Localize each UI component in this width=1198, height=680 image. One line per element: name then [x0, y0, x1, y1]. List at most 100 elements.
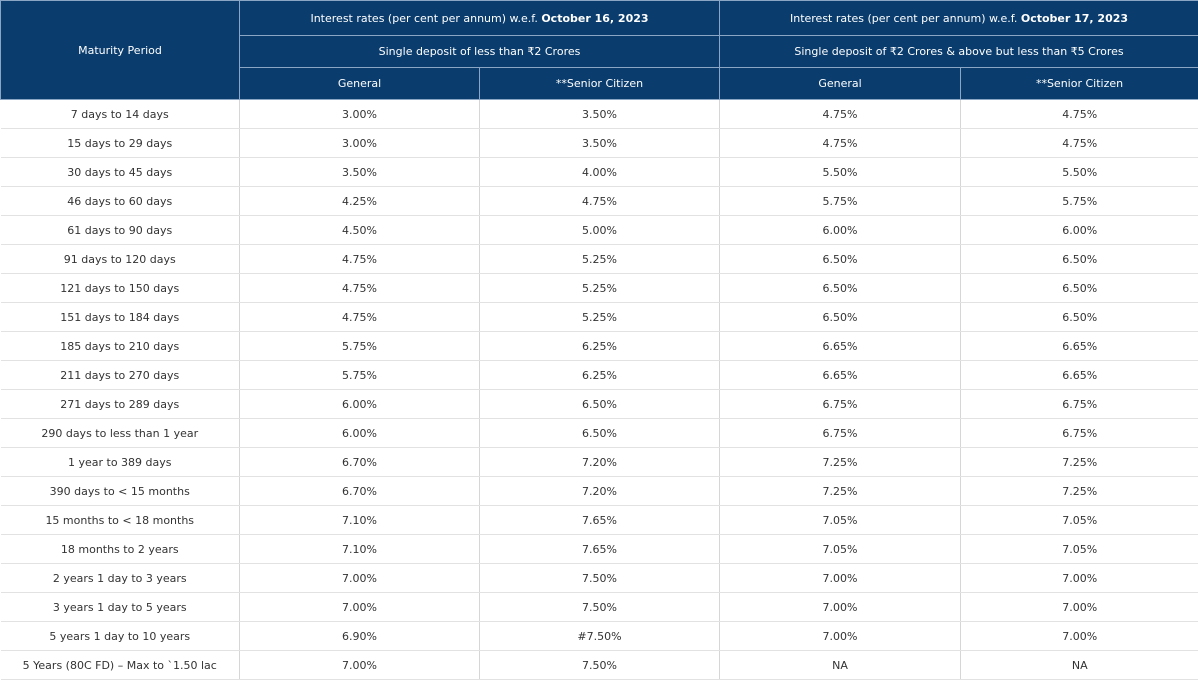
- general-rate-2-cell: 6.50%: [720, 245, 961, 274]
- maturity-period-cell: 185 days to 210 days: [1, 332, 240, 361]
- senior-rate-2-cell: 6.50%: [961, 303, 1198, 332]
- maturity-period-cell: 3 years 1 day to 5 years: [1, 593, 240, 622]
- general-rate-2-cell: 4.75%: [720, 129, 961, 158]
- maturity-period-cell: 121 days to 150 days: [1, 274, 240, 303]
- senior-rate-1-cell: 7.50%: [480, 651, 720, 680]
- senior-rate-1-cell: 4.00%: [480, 158, 720, 187]
- senior-rate-2-cell: 6.50%: [961, 245, 1198, 274]
- rate-group-2-prefix: Interest rates (per cent per annum) w.e.…: [790, 12, 1017, 25]
- maturity-period-cell: 7 days to 14 days: [1, 100, 240, 129]
- senior-rate-2-cell: 7.00%: [961, 593, 1198, 622]
- rate-group-2-subtitle: Single deposit of ₹2 Crores & above but …: [720, 36, 1198, 68]
- maturity-period-cell: 271 days to 289 days: [1, 390, 240, 419]
- general-rate-2-cell: 6.65%: [720, 361, 961, 390]
- general-rate-1-cell: 4.25%: [240, 187, 480, 216]
- maturity-period-cell: 15 months to < 18 months: [1, 506, 240, 535]
- senior-rate-1-cell: 5.25%: [480, 303, 720, 332]
- general-rate-1-cell: 7.10%: [240, 506, 480, 535]
- maturity-period-cell: 211 days to 270 days: [1, 361, 240, 390]
- rate-group-2-date: October 17, 2023: [1021, 12, 1128, 25]
- senior-rate-1-cell: 3.50%: [480, 129, 720, 158]
- rate-group-1-subtitle: Single deposit of less than ₹2 Crores: [240, 36, 720, 68]
- general-rate-1-cell: 7.00%: [240, 651, 480, 680]
- general-rate-2-cell: 4.75%: [720, 100, 961, 129]
- rate-group-1-prefix: Interest rates (per cent per annum) w.e.…: [310, 12, 537, 25]
- general-rate-1-cell: 5.75%: [240, 361, 480, 390]
- general-rate-2-cell: 7.05%: [720, 506, 961, 535]
- general-rate-2-cell: 7.05%: [720, 535, 961, 564]
- general-rate-1-cell: 7.00%: [240, 564, 480, 593]
- senior-rate-1-cell: 7.50%: [480, 564, 720, 593]
- general-rate-2-cell: 7.00%: [720, 593, 961, 622]
- maturity-period-cell: 290 days to less than 1 year: [1, 419, 240, 448]
- senior-rate-2-cell: 5.75%: [961, 187, 1198, 216]
- senior-rate-1-cell: 6.50%: [480, 419, 720, 448]
- general-rate-1-cell: 6.70%: [240, 477, 480, 506]
- rate-group-1-header: Interest rates (per cent per annum) w.e.…: [240, 1, 720, 36]
- senior-rate-1-cell: 5.25%: [480, 274, 720, 303]
- general-rate-1-cell: 4.50%: [240, 216, 480, 245]
- general-rate-2-cell: 7.25%: [720, 448, 961, 477]
- general-rate-1-cell: 7.10%: [240, 535, 480, 564]
- senior-rate-2-cell: 5.50%: [961, 158, 1198, 187]
- general-rate-2-cell: 6.50%: [720, 274, 961, 303]
- maturity-period-header: Maturity Period: [1, 1, 240, 100]
- senior-rate-1-cell: #7.50%: [480, 622, 720, 651]
- maturity-period-cell: 61 days to 90 days: [1, 216, 240, 245]
- general-rate-1-cell: 3.50%: [240, 158, 480, 187]
- general-rate-1-cell: 6.70%: [240, 448, 480, 477]
- maturity-period-cell: 5 years 1 day to 10 years: [1, 622, 240, 651]
- general-rate-1-cell: 4.75%: [240, 274, 480, 303]
- senior-rate-1-cell: 5.00%: [480, 216, 720, 245]
- general-header-1: General: [240, 68, 480, 100]
- general-rate-2-cell: 6.50%: [720, 303, 961, 332]
- maturity-period-cell: 151 days to 184 days: [1, 303, 240, 332]
- senior-rate-1-cell: 6.25%: [480, 361, 720, 390]
- general-rate-2-cell: 7.00%: [720, 622, 961, 651]
- general-rate-1-cell: 6.00%: [240, 390, 480, 419]
- senior-rate-1-cell: 6.25%: [480, 332, 720, 361]
- senior-rate-1-cell: 3.50%: [480, 100, 720, 129]
- rate-group-2-header: Interest rates (per cent per annum) w.e.…: [720, 1, 1198, 36]
- senior-rate-2-cell: 6.50%: [961, 274, 1198, 303]
- senior-rate-1-cell: 6.50%: [480, 390, 720, 419]
- maturity-period-cell: 30 days to 45 days: [1, 158, 240, 187]
- general-rate-2-cell: 7.25%: [720, 477, 961, 506]
- senior-rate-1-cell: 7.65%: [480, 506, 720, 535]
- maturity-period-cell: 18 months to 2 years: [1, 535, 240, 564]
- general-rate-2-cell: 5.50%: [720, 158, 961, 187]
- senior-rate-2-cell: 7.00%: [961, 622, 1198, 651]
- senior-rate-2-cell: 6.65%: [961, 332, 1198, 361]
- general-rate-1-cell: 3.00%: [240, 129, 480, 158]
- senior-rate-1-cell: 7.50%: [480, 593, 720, 622]
- general-rate-1-cell: 7.00%: [240, 593, 480, 622]
- general-rate-2-cell: NA: [720, 651, 961, 680]
- maturity-period-cell: 15 days to 29 days: [1, 129, 240, 158]
- general-rate-1-cell: 4.75%: [240, 245, 480, 274]
- senior-rate-2-cell: 7.25%: [961, 477, 1198, 506]
- general-rate-2-cell: 5.75%: [720, 187, 961, 216]
- maturity-period-cell: 2 years 1 day to 3 years: [1, 564, 240, 593]
- general-rate-2-cell: 6.75%: [720, 419, 961, 448]
- maturity-period-cell: 390 days to < 15 months: [1, 477, 240, 506]
- maturity-period-cell: 46 days to 60 days: [1, 187, 240, 216]
- senior-rate-2-cell: 6.75%: [961, 390, 1198, 419]
- senior-citizen-header-1: **Senior Citizen: [480, 68, 720, 100]
- senior-rate-2-cell: 4.75%: [961, 100, 1198, 129]
